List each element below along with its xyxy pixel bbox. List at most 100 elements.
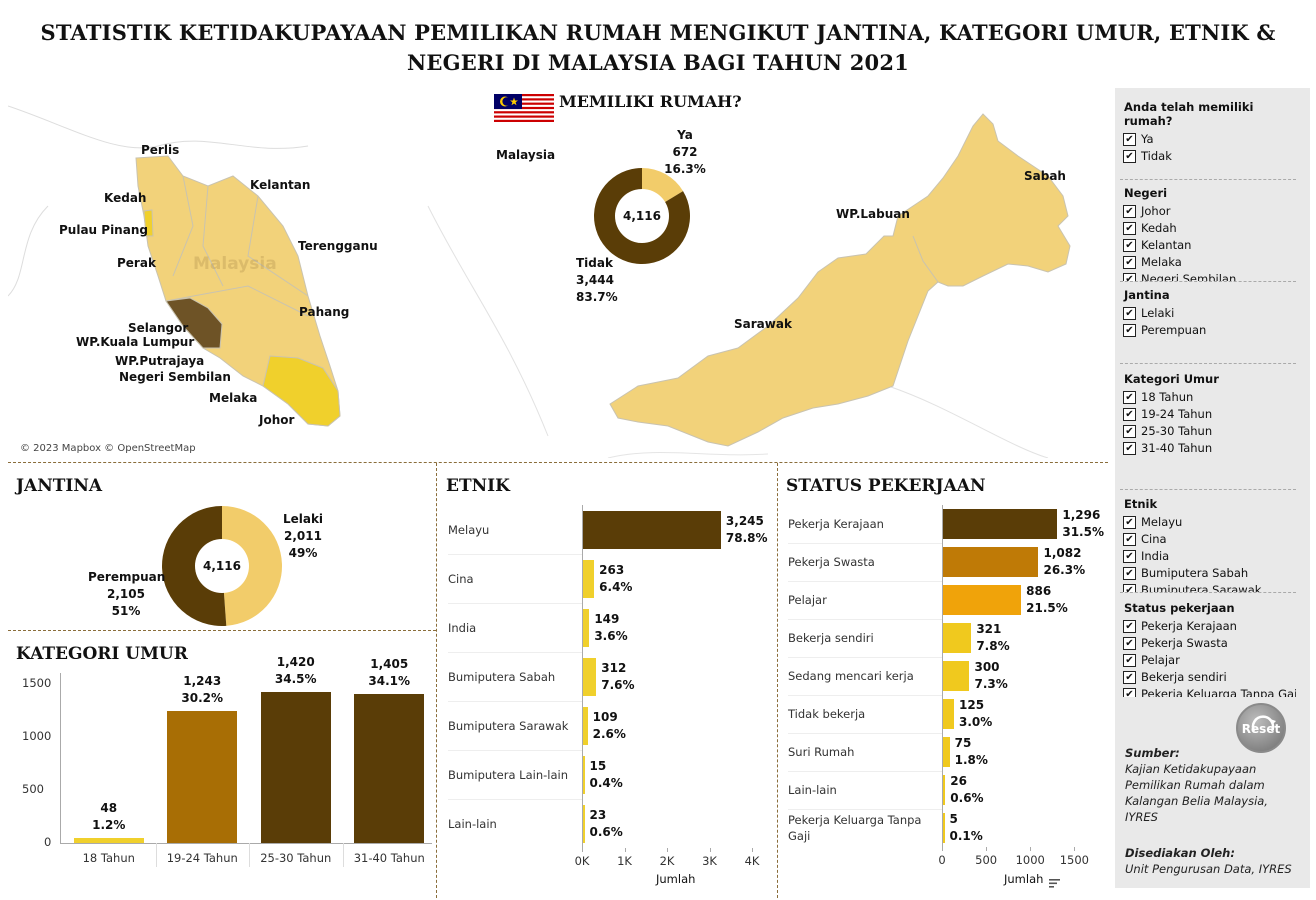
donut-slice-perempuan[interactable] <box>162 506 227 626</box>
checkbox-checked-icon[interactable]: ✔ <box>1123 150 1136 163</box>
filter-negeri-option[interactable]: ✔ Kedah <box>1120 220 1296 237</box>
umur-bar-pct: 30.2% <box>181 690 224 705</box>
reset-button[interactable]: Reset <box>1236 703 1286 753</box>
filter-own[interactable]: Anda telah memiliki rumah? ✔ Ya ✔ Tidak <box>1120 100 1296 180</box>
divider-left <box>436 463 437 898</box>
filter-negeri-option[interactable]: ✔ Johor <box>1120 203 1296 220</box>
checkbox-checked-icon[interactable]: ✔ <box>1123 307 1136 320</box>
map[interactable]: Malaysia © 2023 Mapbox © OpenStreetMap <box>7 86 1108 459</box>
checkbox-checked-icon[interactable]: ✔ <box>1123 654 1136 667</box>
umur-bar-pct: 34.1% <box>368 673 411 688</box>
checkbox-checked-icon[interactable]: ✔ <box>1123 205 1136 218</box>
status-bar-label: 886 21.5% <box>1026 583 1068 617</box>
map-label-perlis: Perlis <box>141 143 180 157</box>
jantina-lelaki-pct: 49% <box>288 546 318 560</box>
checkbox-checked-icon[interactable]: ✔ <box>1123 637 1136 650</box>
divider-mid-left <box>8 630 436 631</box>
filter-etnik-option[interactable]: ✔ Melayu <box>1120 514 1296 531</box>
jantina-lelaki-label: Lelaki 2,011 49% <box>278 511 328 562</box>
umur-bar <box>260 692 331 843</box>
checkbox-checked-icon[interactable]: ✔ <box>1123 239 1136 252</box>
etnik-bar-pct: 78.8% <box>725 530 768 545</box>
checkbox-checked-icon[interactable]: ✔ <box>1123 550 1136 563</box>
reset-label: Reset <box>1241 722 1281 736</box>
map-label-terengganu: Terengganu <box>298 239 378 253</box>
status-x-tickmark <box>1030 847 1032 851</box>
filter-status-option[interactable]: ✔ Pekerja Swasta <box>1120 635 1296 652</box>
filter-option-label: 18 Tahun <box>1141 390 1194 404</box>
checkbox-checked-icon[interactable]: ✔ <box>1123 425 1136 438</box>
jantina-donut[interactable] <box>162 506 282 626</box>
filter-etnik-option[interactable]: ✔ Cina <box>1120 531 1296 548</box>
filter-umur-option[interactable]: ✔ 31-40 Tahun <box>1120 440 1296 457</box>
filter-negeri-option[interactable]: ✔ Negeri Sembilan <box>1120 271 1296 281</box>
filter-etnik[interactable]: Etnik ✔ Melayu ✔ Cina ✔ India ✔ Bumiputera S… <box>1120 497 1296 593</box>
filter-status-option[interactable]: ✔ Pekerja Kerajaan <box>1120 618 1296 635</box>
source-block: Sumber: Kajian Ketidakupayaan Pemilikan … <box>1125 745 1268 825</box>
etnik-bar <box>583 804 585 843</box>
filter-umur-option[interactable]: ✔ 19-24 Tahun <box>1120 406 1296 423</box>
filter-negeri-option[interactable]: ✔ Kelantan <box>1120 237 1296 254</box>
checkbox-checked-icon[interactable]: ✔ <box>1123 222 1136 235</box>
checkbox-checked-icon[interactable]: ✔ <box>1123 408 1136 421</box>
checkbox-checked-icon[interactable]: ✔ <box>1123 391 1136 404</box>
status-bar-label: 321 7.8% <box>976 621 1009 655</box>
status-category-label: Pekerja Keluarga Tanpa Gaji <box>788 813 922 843</box>
checkbox-checked-icon[interactable]: ✔ <box>1123 567 1136 580</box>
filter-status-option[interactable]: ✔ Bekerja sendiri <box>1120 669 1296 686</box>
checkbox-checked-icon[interactable]: ✔ <box>1123 688 1136 697</box>
filter-negeri-option[interactable]: ✔ Melaka <box>1120 254 1296 271</box>
checkbox-checked-icon[interactable]: ✔ <box>1123 133 1136 146</box>
checkbox-checked-icon[interactable]: ✔ <box>1123 324 1136 337</box>
checkbox-checked-icon[interactable]: ✔ <box>1123 620 1136 633</box>
filter-negeri[interactable]: Negeri ✔ Johor ✔ Kedah ✔ Kelantan ✔ Melaka ✔… <box>1120 186 1296 282</box>
status-bar-pct: 1.8% <box>954 753 988 767</box>
status-bar-pct: 7.3% <box>974 677 1008 691</box>
sort-icon[interactable] <box>1049 874 1061 888</box>
filter-jantina-option[interactable]: ✔ Lelaki <box>1120 305 1296 322</box>
etnik-bar <box>583 608 590 647</box>
filter-jantina-option[interactable]: ✔ Perempuan <box>1120 322 1296 339</box>
filter-status[interactable]: Status pekerjaan ✔ Pekerja Kerajaan ✔ Peke… <box>1120 601 1296 697</box>
filter-own-option[interactable]: ✔ Ya <box>1120 131 1296 148</box>
filter-sidebar <box>1115 88 1310 888</box>
status-bar-label: 300 7.3% <box>974 659 1007 693</box>
status-bar <box>943 509 1058 539</box>
filter-status-option[interactable]: ✔ Pelajar <box>1120 652 1296 669</box>
donut-slice-lelaki[interactable] <box>222 506 282 626</box>
filter-negeri-title: Negeri <box>1124 186 1168 200</box>
filter-own-option[interactable]: ✔ Tidak <box>1120 148 1296 165</box>
etnik-bar-label: 149 3.6% <box>594 611 627 645</box>
jantina-lelaki-value: 2,011 <box>284 529 322 543</box>
filter-umur-option[interactable]: ✔ 25-30 Tahun <box>1120 423 1296 440</box>
filter-umur-option[interactable]: ✔ 18 Tahun <box>1120 389 1296 406</box>
checkbox-checked-icon[interactable]: ✔ <box>1123 671 1136 684</box>
etnik-title: ETNIK <box>446 476 510 496</box>
status-category-label: Tidak bekerja <box>788 707 866 721</box>
filter-etnik-option[interactable]: ✔ Bumiputera Sabah <box>1120 565 1296 582</box>
status-bar-value: 1,296 <box>1062 508 1101 522</box>
umur-x-tick: 18 Tahun <box>82 851 135 865</box>
map-canvas <box>7 105 1071 459</box>
filter-umur[interactable]: Kategori Umur ✔ 18 Tahun ✔ 19-24 Tahun ✔ 25… <box>1120 372 1296 490</box>
checkbox-checked-icon[interactable]: ✔ <box>1123 273 1136 281</box>
umur-x-axis-line <box>60 843 432 844</box>
jantina-perempuan-label: Perempuan 2,105 51% <box>88 569 165 620</box>
filter-etnik-option[interactable]: ✔ India <box>1120 548 1296 565</box>
checkbox-checked-icon[interactable]: ✔ <box>1123 516 1136 529</box>
etnik-bar-label: 263 6.4% <box>599 562 632 596</box>
own-home-donut[interactable] <box>592 166 692 266</box>
checkbox-checked-icon[interactable]: ✔ <box>1123 533 1136 546</box>
umur-slot-divider <box>249 843 250 867</box>
filter-status-option[interactable]: ✔ Pekerja Keluarga Tanpa Gaji <box>1120 686 1296 697</box>
status-row-divider <box>788 543 942 544</box>
status-bar <box>943 699 955 729</box>
umur-bar-pct: 34.5% <box>274 672 317 687</box>
filter-etnik-option[interactable]: ✔ Bumiputera Sarawak <box>1120 582 1296 592</box>
checkbox-checked-icon[interactable]: ✔ <box>1123 584 1136 592</box>
checkbox-checked-icon[interactable]: ✔ <box>1123 256 1136 269</box>
etnik-row-divider <box>448 603 582 604</box>
filter-jantina[interactable]: Jantina ✔ Lelaki ✔ Perempuan <box>1120 288 1296 364</box>
map-label-negeri-sembilan: Negeri Sembilan <box>119 370 231 384</box>
checkbox-checked-icon[interactable]: ✔ <box>1123 442 1136 455</box>
